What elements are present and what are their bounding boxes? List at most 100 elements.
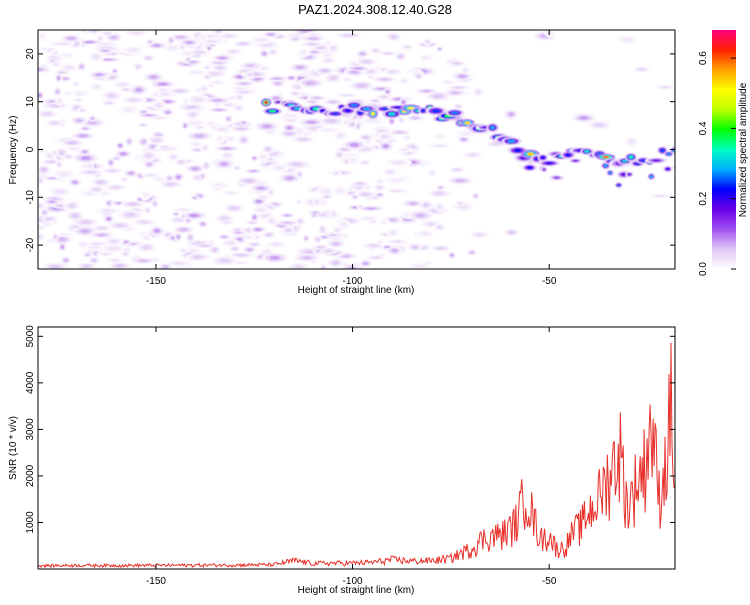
heatmap-cell [80, 156, 91, 161]
heatmap-cell [638, 68, 646, 71]
heatmap-cell [146, 56, 151, 60]
heatmap-cell [38, 68, 44, 71]
heatmap-cell [114, 157, 119, 160]
heatmap-cell [68, 203, 76, 208]
heatmap-cell [393, 240, 402, 243]
heatmap-cell [146, 208, 149, 212]
heatmap-cell [325, 58, 332, 62]
heatmap-cell [298, 138, 308, 141]
heatmap-cell [356, 83, 367, 88]
heatmap-cell [55, 89, 60, 94]
heatmap-cell [382, 144, 389, 149]
heatmap-cell [438, 48, 442, 50]
heatmap-cell [437, 135, 443, 138]
heatmap-cell [254, 228, 262, 231]
heatmap-cell [434, 144, 445, 147]
heatmap-cell [453, 86, 463, 89]
heatmap-cell [540, 156, 546, 160]
heatmap-cell [214, 183, 223, 188]
heatmap-cell [155, 133, 162, 137]
heatmap-cell [153, 201, 157, 206]
x-tick-label: -150 [146, 276, 166, 287]
heatmap-cell [40, 167, 47, 172]
heatmap-cell [111, 259, 119, 262]
heatmap-cell [193, 196, 197, 199]
heatmap-cell [201, 174, 205, 178]
heatmap-cell [368, 75, 372, 78]
heatmap-cell [80, 229, 90, 234]
heatmap-cell [400, 148, 408, 151]
heatmap-cell [388, 112, 396, 116]
heatmap-cell [660, 148, 665, 153]
heatmap-cell [335, 228, 340, 232]
heatmap-cell [82, 127, 88, 130]
heatmap-cell [457, 202, 463, 205]
heatmap-cell [251, 243, 258, 246]
heatmap-cell [256, 186, 266, 190]
snr-xlabel: Height of straight line (km) [298, 585, 415, 596]
heatmap-cell [174, 212, 178, 215]
heatmap-cell [411, 116, 419, 120]
heatmap-cell [178, 160, 184, 164]
heatmap-cell [125, 108, 134, 112]
heatmap-cell [209, 72, 221, 76]
heatmap-cell [649, 175, 653, 178]
heatmap-cell [185, 41, 194, 44]
heatmap-cell [285, 114, 296, 119]
heatmap-cell [48, 177, 57, 180]
heatmap-cell [312, 97, 320, 100]
heatmap-cell [345, 160, 349, 164]
heatmap-cell [57, 76, 60, 80]
heatmap-cell [475, 233, 484, 236]
heatmap-cell [200, 244, 210, 247]
heatmap-cell [490, 125, 495, 130]
heatmap-cell [373, 49, 379, 53]
heatmap-cell [422, 56, 428, 59]
heatmap-cell [422, 90, 431, 93]
heatmap-cell [349, 142, 359, 147]
heatmap-cell [212, 248, 218, 252]
colorbar-tick-label: 0.4 [698, 121, 709, 135]
heatmap-cell [405, 136, 409, 139]
heatmap-cell [474, 194, 478, 198]
heatmap-cell [422, 203, 429, 207]
heatmap-cell [261, 124, 272, 129]
heatmap-cell [215, 104, 219, 107]
heatmap-cell [292, 92, 297, 95]
heatmap-cell [156, 177, 163, 181]
spectrogram-heatmap [38, 30, 675, 269]
heatmap-cell [391, 178, 402, 182]
heatmap-cell [526, 166, 533, 170]
heatmap-cell [274, 81, 281, 85]
heatmap-cell [238, 95, 242, 99]
heatmap-cell [584, 150, 590, 153]
heatmap-cell [219, 162, 228, 167]
heatmap-cell [98, 37, 103, 40]
heatmap-cell [365, 207, 377, 210]
heatmap-cell [50, 121, 58, 125]
heatmap-cell [62, 54, 71, 57]
heatmap-cell [127, 48, 138, 52]
heatmap-cell [387, 170, 394, 174]
heatmap-cell [266, 233, 272, 237]
heatmap-cell [224, 153, 231, 158]
heatmap-cell [321, 266, 325, 269]
heatmap-cell [183, 124, 187, 128]
heatmap-cell [629, 139, 635, 144]
heatmap-cell [286, 126, 293, 130]
heatmap-cell [455, 179, 466, 183]
heatmap-cell [139, 220, 150, 224]
heatmap-cell [101, 192, 108, 195]
heatmap-cell [542, 168, 546, 171]
heatmap-cell [391, 248, 398, 253]
heatmap-cell [122, 178, 127, 181]
heatmap-cell [665, 167, 670, 171]
heatmap-cell [388, 70, 397, 74]
heatmap-cell [192, 71, 202, 74]
heatmap-cell [425, 40, 430, 44]
heatmap-cell [257, 208, 265, 212]
heatmap-cell [377, 179, 382, 183]
heatmap-cell [326, 119, 337, 123]
colorbar-tick-label: 0.6 [698, 51, 709, 65]
heatmap-cell [226, 241, 235, 245]
